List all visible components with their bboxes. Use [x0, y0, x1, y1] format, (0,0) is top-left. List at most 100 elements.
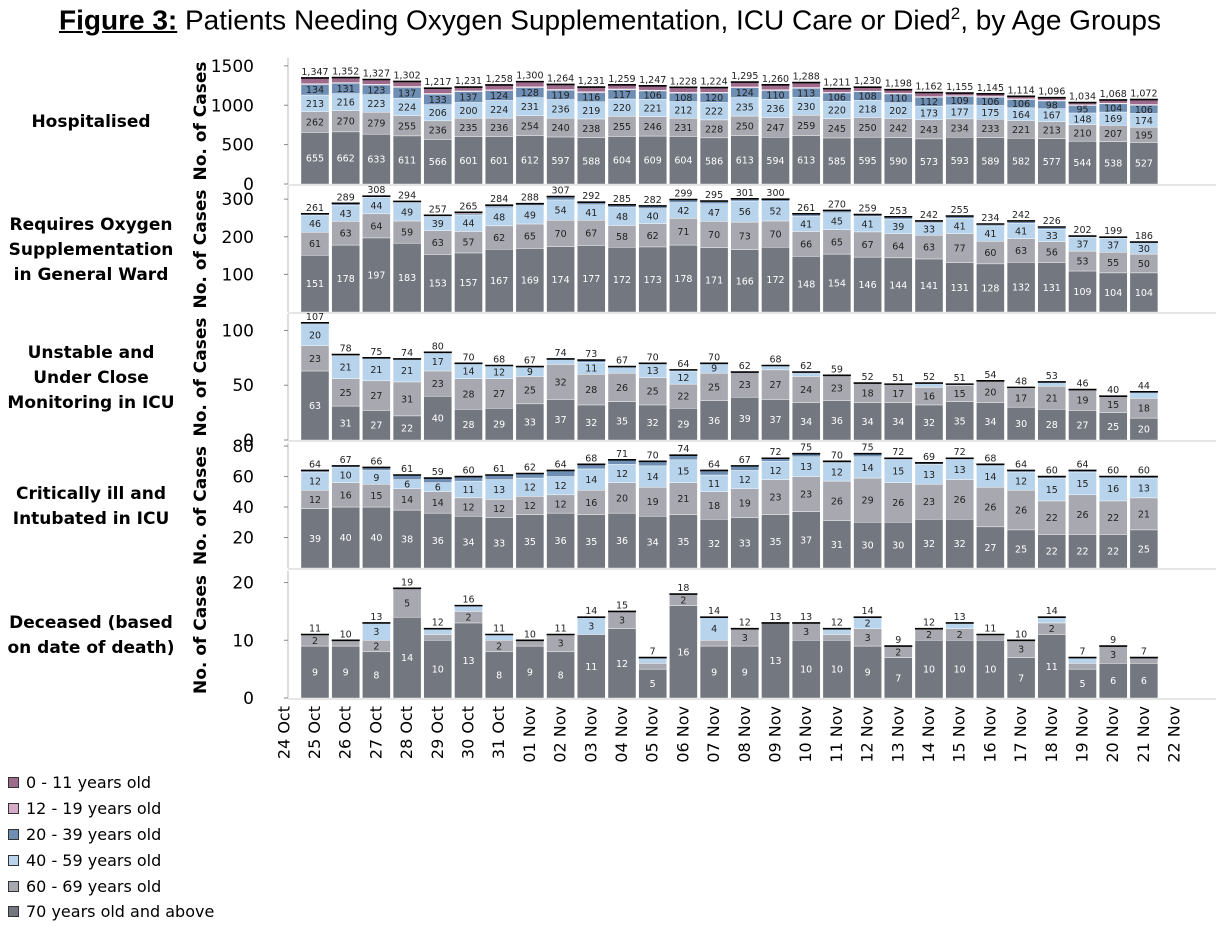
data-label: 585: [828, 156, 846, 167]
data-label: 12: [769, 466, 781, 477]
data-label: 26: [984, 503, 996, 514]
total-label: 9: [1110, 635, 1116, 646]
data-label: 22: [1046, 547, 1058, 558]
bar-segment: [914, 483, 944, 520]
data-label: 119: [552, 90, 570, 101]
data-label: 23: [800, 490, 812, 501]
data-label: 44: [370, 201, 382, 212]
data-label: 594: [766, 156, 784, 167]
total-label: 1,224: [700, 77, 727, 88]
data-label: 132: [1012, 283, 1030, 294]
total-label: 67: [616, 356, 628, 367]
data-label: 2: [496, 642, 502, 653]
data-label: 8: [496, 670, 502, 681]
data-label: 50: [1138, 259, 1150, 270]
total-label: 13: [370, 612, 382, 623]
data-label: 14: [585, 475, 597, 486]
bar-segment: [362, 133, 391, 185]
total-label: 64: [708, 459, 720, 470]
legend-swatch: [8, 880, 19, 892]
total-label: 59: [432, 467, 444, 478]
data-label: 590: [889, 156, 907, 167]
bar-segment: [546, 220, 575, 247]
data-label: 174: [552, 275, 570, 286]
total-label: 70: [462, 352, 474, 363]
bar-segment: [761, 514, 790, 569]
data-label: 527: [1135, 159, 1153, 170]
data-label: 23: [923, 497, 935, 508]
data-label: 39: [432, 219, 444, 230]
x-tick-label: 20 Nov: [1103, 706, 1122, 763]
total-label: 62: [739, 361, 751, 372]
data-label: 146: [859, 280, 877, 291]
bar-segment: [853, 645, 882, 699]
data-label: 3: [373, 627, 379, 638]
total-label: 67: [524, 356, 536, 367]
bar-segment: [1098, 500, 1128, 535]
data-label: 48: [616, 212, 628, 223]
data-label: 35: [954, 416, 966, 427]
data-label: 19: [739, 499, 751, 510]
data-label: 177: [951, 107, 969, 118]
data-label: 23: [309, 354, 321, 365]
data-label: 247: [766, 123, 784, 134]
bar-segment: [792, 256, 821, 313]
total-label: 255: [951, 205, 969, 216]
data-label: 11: [708, 479, 720, 490]
data-label: 23: [432, 379, 444, 390]
total-label: 60: [1138, 466, 1150, 477]
bar-segment: [423, 139, 452, 185]
bar-segment: [792, 231, 821, 257]
total-label: 12: [739, 618, 751, 629]
total-label: 7: [650, 647, 656, 658]
total-label: 52: [923, 372, 935, 383]
title-superscript: 2: [950, 4, 961, 23]
bar-segment: [454, 136, 483, 185]
data-label: 236: [490, 123, 508, 134]
data-label: 41: [862, 220, 874, 231]
total-label: 78: [340, 344, 352, 355]
total-label: 59: [831, 364, 843, 375]
bar-segment: [607, 247, 637, 313]
data-label: 10: [954, 665, 966, 676]
total-label: 11: [493, 624, 505, 635]
data-label: 245: [828, 124, 846, 135]
data-label: 240: [552, 123, 570, 134]
y-axis-label: No. of Cases: [191, 62, 211, 181]
data-label: 55: [1107, 258, 1119, 269]
data-label: 37: [800, 535, 812, 546]
bar-segment: [699, 221, 729, 248]
data-label: 15: [677, 467, 689, 478]
data-label: 18: [862, 388, 874, 399]
data-label: 10: [984, 665, 996, 676]
panel-label: Requires Oxygen: [10, 215, 173, 235]
bar-segment: [792, 640, 821, 699]
bar-segment: [1068, 534, 1097, 569]
data-label: 133: [429, 95, 447, 106]
data-label: 172: [766, 275, 784, 286]
data-label: 22: [1107, 547, 1119, 558]
bar-segment: [454, 622, 483, 699]
data-label: 223: [367, 99, 385, 110]
data-label: 14: [647, 472, 659, 483]
bar-segment: [976, 137, 1005, 185]
bar-segment: [546, 196, 575, 201]
data-label: 12: [555, 499, 567, 510]
total-label: 14: [862, 606, 874, 617]
total-label: 73: [585, 349, 597, 360]
data-label: 33: [524, 417, 536, 428]
data-label: 3: [742, 633, 748, 644]
total-label: 51: [892, 373, 904, 384]
total-label: 72: [954, 447, 966, 458]
x-tick-label: 02 Nov: [551, 706, 570, 763]
total-label: 64: [1015, 459, 1027, 470]
bar-segment: [699, 645, 729, 699]
legend-label: 60 - 69 years old: [26, 876, 162, 896]
bar-segment: [300, 132, 330, 185]
title-text: Patients Needing Oxygen Supplementation,…: [177, 4, 951, 36]
data-label: 70: [555, 229, 567, 240]
data-label: 5: [404, 598, 410, 609]
bar-segment: [423, 254, 452, 313]
total-label: 10: [524, 629, 536, 640]
bar-segment: [485, 136, 514, 185]
